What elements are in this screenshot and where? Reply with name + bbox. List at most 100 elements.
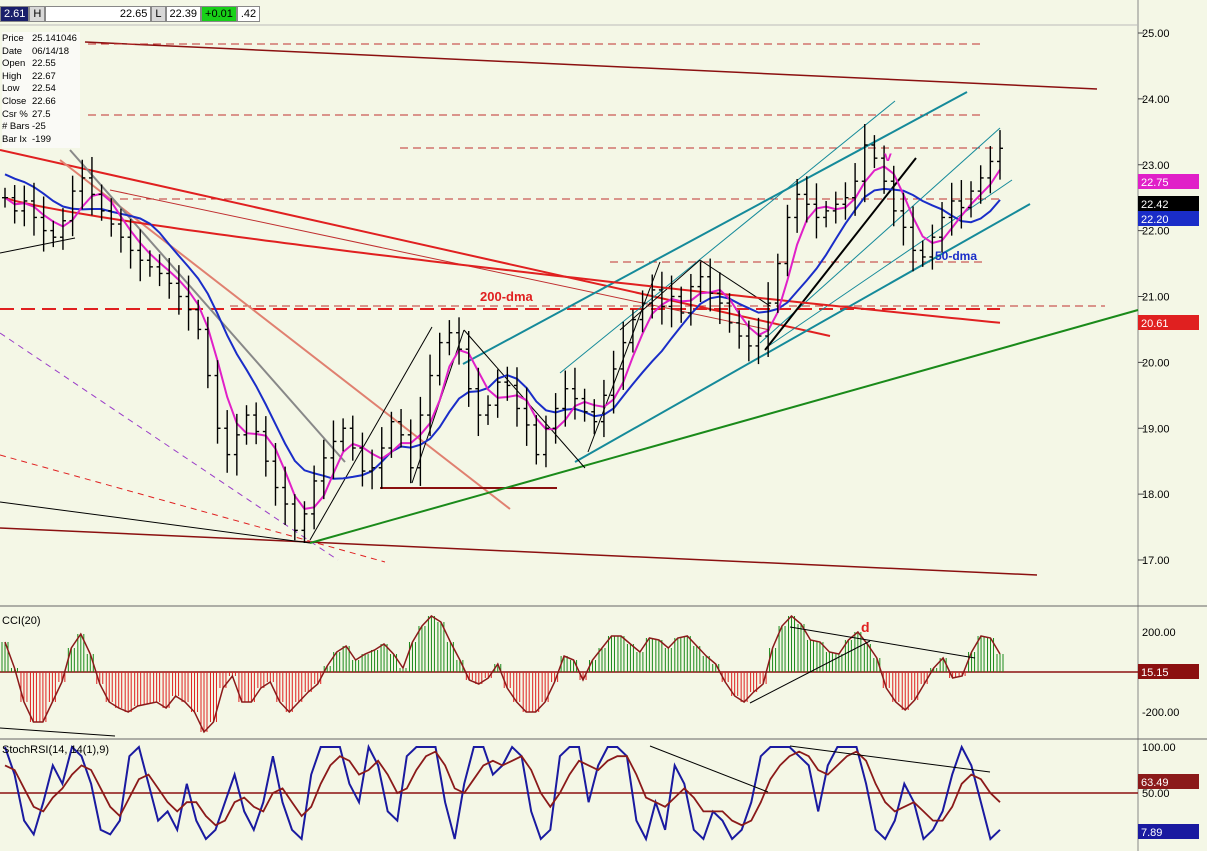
svg-text:15.15: 15.15 <box>1141 667 1169 679</box>
svg-text:63.49: 63.49 <box>1141 777 1169 789</box>
ma-fast-line <box>4 165 1001 510</box>
price-bar <box>552 393 559 444</box>
price-bar <box>485 395 492 425</box>
price-bar <box>427 354 434 437</box>
price-bar <box>678 286 685 323</box>
price-bar <box>668 275 675 328</box>
price-bar <box>784 204 791 277</box>
price-bar <box>359 432 366 487</box>
svg-text:22.42: 22.42 <box>1141 199 1169 211</box>
info-value: 22.55 <box>32 58 56 70</box>
price-bar <box>620 321 627 390</box>
price-bar <box>369 449 376 490</box>
price-bar <box>591 399 598 435</box>
price-bar <box>939 202 946 253</box>
data-window: Price 25.141046 Date 06/14/18 Open 22.55 High 2… <box>2 32 80 149</box>
price-bar <box>736 310 743 349</box>
price-bar <box>117 208 124 253</box>
price-bar <box>900 192 907 246</box>
price-tick-label: 24.00 <box>1142 94 1170 106</box>
price-bar <box>697 261 704 303</box>
price-bar <box>127 219 134 269</box>
badge-stoch: 7.89 <box>1138 824 1199 839</box>
price-bar <box>21 185 28 227</box>
cci-line <box>4 614 1001 734</box>
info-value: 27.5 <box>32 108 51 120</box>
price-bar <box>69 175 76 237</box>
price-bar <box>803 176 810 223</box>
price-bar <box>2 187 8 208</box>
price-bar <box>610 350 617 414</box>
price-tick-label: 17.00 <box>1142 555 1170 567</box>
info-value: 25.141046 <box>32 33 77 44</box>
price-bar <box>755 317 762 365</box>
price-bar <box>687 273 694 326</box>
price-bar <box>465 331 472 407</box>
info-key: Date <box>2 45 23 57</box>
stoch-tick-label: 50.00 <box>1142 788 1170 800</box>
price-tick-label: 19.00 <box>1142 423 1170 435</box>
price-bar <box>929 224 936 270</box>
price-bar <box>137 229 144 282</box>
price-bar <box>987 146 994 194</box>
stochrsi-signal-line <box>4 750 1001 827</box>
info-row: # Bars -25 <box>2 121 77 134</box>
price-bar <box>774 253 781 313</box>
cci-title: CCI(20) <box>2 615 41 627</box>
svg-text:20.61: 20.61 <box>1141 318 1169 330</box>
high-label: H <box>29 6 46 22</box>
info-row: Price 25.141046 <box>2 33 77 46</box>
price-bar <box>301 501 308 544</box>
price-bar <box>195 299 202 340</box>
info-row: Bar Ix -199 <box>2 134 77 147</box>
badge-stoch-signal: 63.49 <box>1138 774 1199 789</box>
price-bar <box>166 258 173 299</box>
cci-annotation-d: d <box>861 619 870 635</box>
info-key: Close <box>2 95 27 107</box>
info-row: Date 06/14/18 <box>2 46 77 59</box>
price-bar <box>600 379 607 438</box>
price-bar <box>88 156 95 216</box>
quote-toolbar: 2.61 H 22.65 L 22.39 +0.01 .42 <box>0 6 261 22</box>
price-bar <box>185 275 192 331</box>
price-bar <box>214 360 221 444</box>
price-tick-label: 18.00 <box>1142 489 1170 501</box>
price-bar <box>813 183 820 239</box>
price-bar <box>765 282 772 357</box>
info-row: Close 22.66 <box>2 96 77 109</box>
price-bar <box>871 135 878 169</box>
price-bar <box>881 145 888 194</box>
price-bar <box>59 208 66 250</box>
price-bar <box>262 416 269 477</box>
price-tick-label: 22.00 <box>1142 226 1170 238</box>
quote-prev: 2.61 <box>0 6 30 22</box>
price-tick-label: 20.00 <box>1142 357 1170 369</box>
info-row: Open 22.55 <box>2 58 77 71</box>
price-bar <box>224 410 231 473</box>
info-key: # Bars <box>2 121 30 133</box>
price-bar <box>398 409 405 448</box>
info-value: -25 <box>32 121 46 133</box>
price-bar <box>146 250 153 277</box>
price-bar <box>890 165 897 227</box>
svg-text:22.75: 22.75 <box>1141 177 1169 189</box>
info-row: High 22.67 <box>2 71 77 84</box>
price-bar <box>861 124 868 203</box>
price-bar <box>513 367 520 427</box>
price-bar <box>175 265 182 315</box>
price-bar <box>446 320 453 356</box>
price-bar <box>919 240 926 267</box>
price-bar <box>407 419 414 484</box>
price-bar <box>378 427 385 489</box>
price-bar <box>562 370 569 427</box>
price-bar <box>456 317 463 365</box>
price-bar <box>494 369 501 418</box>
info-key: Price <box>2 33 24 44</box>
cci-axis: 200.00 -200.00 <box>1142 627 1179 719</box>
price-bar <box>291 494 298 541</box>
price-bar <box>977 165 984 204</box>
stoch-axis: 100.00 50.00 <box>1142 742 1176 800</box>
info-key: Bar Ix <box>2 133 27 145</box>
price-bar <box>533 415 540 465</box>
